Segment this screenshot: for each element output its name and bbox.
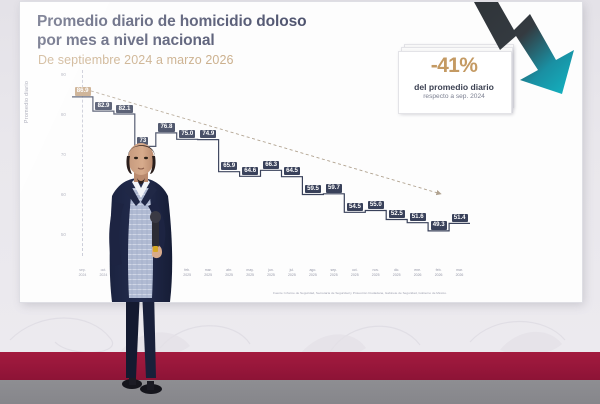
y-tick-4: 50 — [60, 232, 66, 237]
value-label: 54.5 — [346, 202, 364, 212]
value-label: 59.5 — [304, 185, 322, 194]
slide-subtitle: De septiembre 2024 a marzo 2026 — [38, 53, 234, 67]
x-axis-label: feb. 2025 — [183, 268, 192, 277]
value-label: 64.5 — [283, 167, 301, 176]
x-axis-label: jun. 2025 — [267, 268, 275, 277]
callout-percent: -41% — [430, 54, 478, 77]
value-label: 65.9 — [221, 162, 238, 171]
stage-red-band — [0, 352, 600, 380]
value-label: 52.5 — [388, 210, 405, 219]
zigzag-down-arrow-icon — [458, 2, 582, 96]
x-axis-label: may. 2025 — [246, 268, 254, 277]
callout-line-2: respecto a sep. 2024 — [423, 93, 485, 100]
value-label: 55.0 — [367, 201, 384, 210]
y-axis-title: Promedio diario — [24, 80, 30, 124]
speaker-figure — [109, 143, 173, 394]
slide-title-line2: por mes a nivel nacional — [37, 31, 215, 49]
value-label: 49.3 — [430, 221, 447, 230]
value-label: 64.6 — [242, 166, 259, 176]
value-label: 82.9 — [95, 101, 112, 110]
x-axis-label: oct. 2024 — [99, 268, 108, 277]
x-axis-label: sep. 2025 — [329, 268, 338, 277]
y-tick-2: 70 — [60, 152, 66, 157]
callout-line-1: del promedio diario — [414, 82, 494, 92]
x-axis-label: mar. 2026 — [455, 268, 464, 277]
wall-floral-pattern — [9, 317, 566, 359]
x-axis-label: oct. 2025 — [350, 268, 359, 277]
x-axis-label: ago. 2025 — [308, 268, 317, 277]
x-axis-label: ene. 2026 — [413, 268, 422, 277]
value-label: 82.1 — [116, 104, 133, 113]
x-axis-label: sep. 2024 — [78, 268, 87, 277]
y-tick-1: 80 — [60, 112, 66, 117]
value-label: 73 — [137, 136, 149, 146]
value-label: 66.3 — [263, 160, 280, 170]
value-label: 76.8 — [158, 123, 175, 132]
x-axis-label: feb. 2026 — [434, 268, 443, 277]
y-tick-3: 60 — [60, 192, 66, 197]
presentation-slide: Promedio diario de homicidio doloso por … — [20, 2, 582, 302]
x-axis-label: nov. 2025 — [371, 268, 380, 277]
y-tick-0: 90 — [60, 72, 66, 77]
reference-vline — [82, 70, 84, 256]
value-label: 51.6 — [409, 213, 426, 222]
value-label: 75.0 — [179, 129, 196, 139]
slide-title-line1: Promedio diario de homicidio doloso — [37, 13, 307, 30]
x-axis-label: dic. 2025 — [392, 268, 401, 277]
x-axis-label: jul. 2025 — [287, 268, 296, 277]
callout-sheet-front — [398, 51, 512, 114]
x-axis-label: abr. 2025 — [225, 268, 233, 277]
value-label: 51.4 — [451, 213, 468, 223]
stage-floor — [0, 380, 600, 404]
slide-title: Promedio diario de homicidio doloso por … — [37, 13, 367, 51]
value-label: 86.9 — [74, 87, 91, 96]
value-label: 74.9 — [200, 130, 217, 139]
x-axis-label: mar. 2025 — [204, 268, 213, 277]
value-label: 59.7 — [325, 184, 343, 193]
chart-footnote: Fuente: Informe de Seguridad, Secretaría… — [273, 291, 447, 295]
trend-arrow-line — [90, 90, 442, 196]
callout-card: -41% del promedio diario respecto a sep.… — [398, 44, 516, 114]
